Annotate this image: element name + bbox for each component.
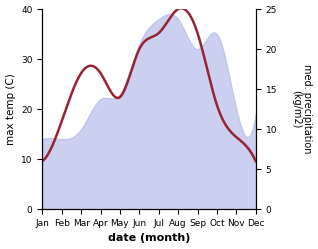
Y-axis label: med. precipitation
(kg/m2): med. precipitation (kg/m2) — [291, 64, 313, 154]
Y-axis label: max temp (C): max temp (C) — [5, 73, 16, 145]
X-axis label: date (month): date (month) — [108, 234, 190, 244]
